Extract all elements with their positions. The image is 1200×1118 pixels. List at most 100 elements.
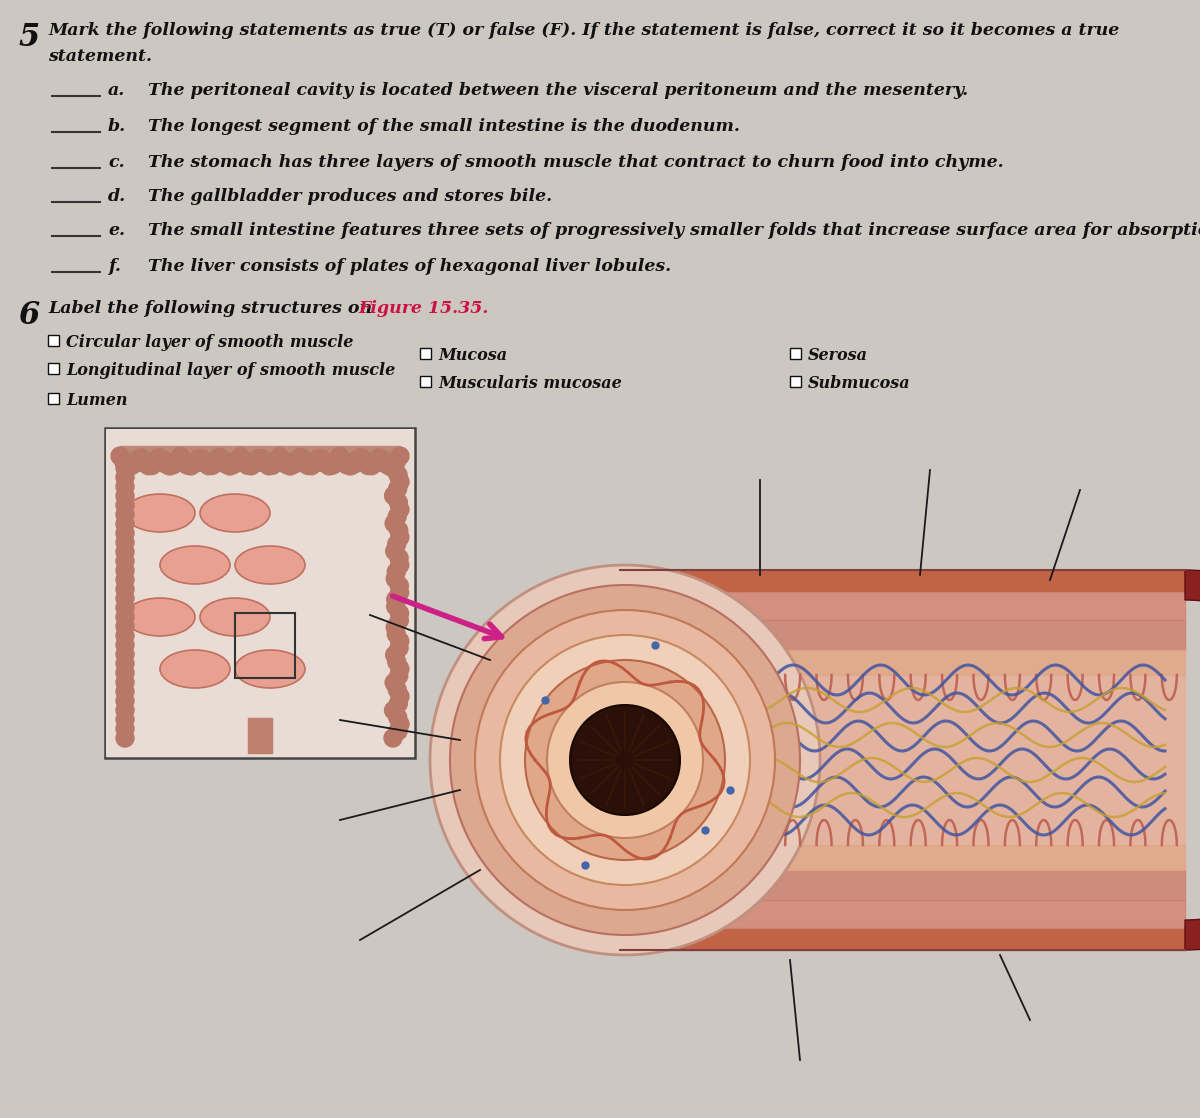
Circle shape [116,533,134,551]
Circle shape [210,448,228,466]
Bar [106,428,415,758]
Circle shape [391,473,409,491]
Circle shape [203,456,221,474]
Circle shape [388,625,406,643]
Circle shape [390,494,408,512]
Circle shape [391,716,409,733]
Circle shape [388,562,406,581]
Circle shape [385,674,403,692]
Text: f.: f. [108,258,121,275]
Circle shape [114,453,132,471]
Circle shape [430,565,820,955]
Circle shape [235,453,253,471]
Circle shape [391,660,409,678]
Circle shape [389,508,407,525]
Circle shape [385,646,403,664]
Circle shape [386,590,404,608]
Circle shape [116,459,134,477]
Circle shape [338,456,356,474]
Circle shape [132,449,150,467]
Text: Longitudinal layer of smooth muscle: Longitudinal layer of smooth muscle [66,362,395,379]
Circle shape [373,451,391,468]
Circle shape [116,468,134,486]
Circle shape [264,456,282,474]
Circle shape [284,455,302,473]
Circle shape [391,501,409,519]
Circle shape [206,453,224,472]
Circle shape [335,452,353,470]
Text: The liver consists of plates of hexagonal liver lobules.: The liver consists of plates of hexagona… [148,258,671,275]
Circle shape [391,556,409,574]
Circle shape [217,455,235,473]
Circle shape [328,453,346,471]
Bar [790,348,802,359]
Ellipse shape [200,494,270,532]
Circle shape [116,561,134,579]
Circle shape [281,457,299,475]
Circle shape [390,549,408,567]
Circle shape [389,681,407,699]
Circle shape [232,448,250,466]
Text: 5: 5 [18,22,40,53]
Circle shape [310,449,328,467]
Circle shape [228,452,246,470]
Circle shape [116,710,134,729]
Circle shape [292,448,310,466]
Circle shape [390,521,408,539]
Circle shape [377,455,395,473]
Text: The longest segment of the small intestine is the duodenum.: The longest segment of the small intesti… [148,119,740,135]
Circle shape [450,585,800,935]
Circle shape [389,708,407,727]
Circle shape [116,626,134,645]
Text: d.: d. [108,188,126,205]
Circle shape [242,457,260,475]
Circle shape [313,451,331,468]
Circle shape [390,666,408,684]
Circle shape [389,480,407,498]
Circle shape [320,457,338,475]
Circle shape [116,664,134,682]
Ellipse shape [160,650,230,688]
Circle shape [116,524,134,542]
Circle shape [384,486,402,504]
Circle shape [239,456,257,474]
Circle shape [116,673,134,691]
Circle shape [168,452,186,470]
Circle shape [547,682,703,838]
Circle shape [306,454,324,472]
Circle shape [390,577,408,595]
Circle shape [116,505,134,523]
Circle shape [116,645,134,663]
Circle shape [150,448,168,466]
Circle shape [214,452,232,470]
Circle shape [246,454,264,473]
Circle shape [260,457,278,475]
Ellipse shape [125,598,194,636]
Bar [106,429,414,757]
Circle shape [118,456,136,474]
Circle shape [386,570,404,588]
Text: Circular layer of smooth muscle: Circular layer of smooth muscle [66,334,353,351]
Ellipse shape [235,546,305,584]
Circle shape [116,654,134,673]
Bar [48,394,59,404]
Circle shape [182,457,200,475]
Text: Mucosa: Mucosa [438,347,508,364]
Circle shape [143,456,161,474]
Circle shape [139,456,157,475]
Circle shape [128,451,146,468]
Circle shape [186,455,204,473]
Circle shape [224,456,242,474]
Circle shape [324,456,342,474]
Circle shape [116,487,134,505]
Circle shape [116,720,134,738]
Circle shape [388,453,406,471]
Circle shape [188,451,206,468]
Ellipse shape [200,598,270,636]
Circle shape [384,729,402,747]
Circle shape [270,448,288,466]
Text: Figure 15.35.: Figure 15.35. [358,300,488,318]
Circle shape [391,528,409,547]
Circle shape [386,618,404,636]
Circle shape [196,454,214,472]
